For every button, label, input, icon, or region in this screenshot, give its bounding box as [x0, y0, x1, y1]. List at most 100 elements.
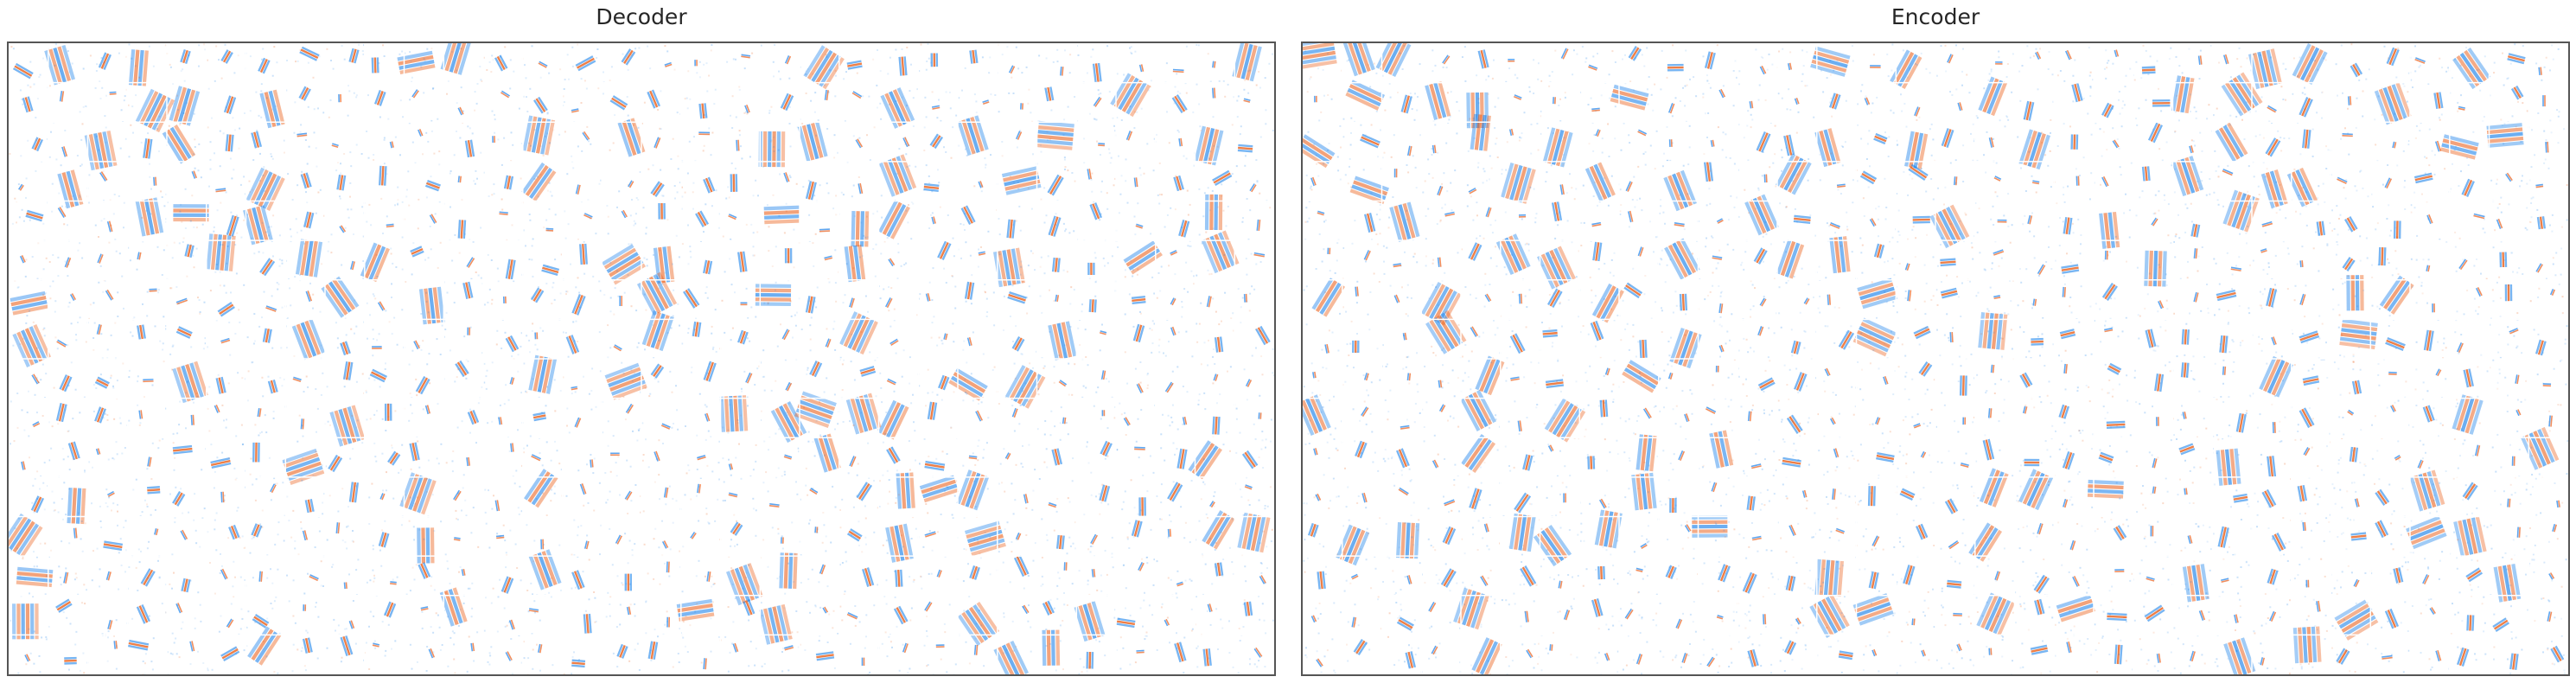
noise-speckle [1017, 188, 1020, 190]
noise-speckle [246, 399, 249, 402]
noise-speckle [676, 409, 679, 412]
noise-speckle [678, 256, 680, 259]
filter-tile [839, 517, 876, 553]
noise-speckle [1087, 548, 1090, 551]
noise-speckle [1071, 172, 1074, 174]
noise-speckle [173, 469, 175, 471]
filter-stripe [614, 344, 622, 350]
noise-speckle [290, 235, 292, 238]
noise-speckle [64, 409, 67, 412]
noise-speckle [628, 409, 630, 412]
filter-tile [128, 361, 165, 399]
noise-speckle [585, 87, 588, 90]
noise-speckle [794, 324, 797, 327]
noise-speckle [977, 459, 979, 462]
filter-stripe [70, 442, 78, 460]
noise-speckle [1099, 219, 1101, 221]
filter-tile [1083, 124, 1117, 163]
noise-speckle [171, 553, 174, 556]
noise-speckle [219, 571, 221, 574]
noise-speckle [746, 337, 749, 340]
noise-speckle [253, 144, 256, 147]
filter-stripe [59, 91, 63, 102]
filter-tile [453, 125, 482, 158]
noise-speckle [319, 310, 322, 313]
noise-speckle [1190, 480, 1193, 482]
noise-speckle [673, 68, 676, 71]
noise-speckle [449, 172, 451, 175]
noise-speckle [615, 462, 617, 464]
noise-speckle [590, 408, 593, 411]
filter-stripe [814, 52, 837, 85]
filter-tile [9, 137, 48, 163]
filter-stripe [29, 326, 48, 361]
noise-speckle [698, 559, 700, 562]
noise-speckle [986, 488, 989, 490]
filter-stripe [1048, 503, 1056, 508]
noise-speckle [903, 264, 906, 266]
noise-speckle [197, 297, 199, 299]
noise-speckle [462, 474, 465, 476]
filter-stripe [377, 302, 384, 311]
filter-stripe [166, 129, 188, 162]
noise-speckle [362, 260, 365, 262]
noise-speckle [1064, 166, 1067, 169]
noise-speckle [980, 246, 982, 248]
filter-tile [842, 393, 882, 435]
noise-speckle [655, 275, 658, 278]
noise-speckle [662, 443, 664, 444]
filter-tile [1079, 280, 1117, 321]
noise-speckle [1169, 424, 1171, 427]
noise-speckle [1198, 233, 1201, 236]
filter-stripe [705, 177, 713, 193]
noise-speckle [17, 183, 20, 186]
filter-stripe [662, 246, 671, 283]
noise-speckle [1187, 245, 1189, 247]
filter-stripe [255, 442, 258, 463]
noise-speckle [708, 127, 711, 130]
filter-stripe [500, 92, 509, 99]
filter-stripe [641, 280, 661, 314]
noise-speckle [1104, 265, 1106, 267]
noise-speckle [491, 110, 494, 112]
noise-speckle [833, 156, 836, 159]
noise-speckle [1242, 217, 1244, 220]
filter-stripe [545, 229, 554, 232]
filter-stripe [1188, 440, 1211, 472]
filter-tile [10, 46, 49, 80]
noise-speckle [774, 289, 776, 291]
filter-stripe [186, 579, 191, 593]
noise-speckle [927, 392, 929, 394]
noise-speckle [181, 220, 183, 223]
noise-speckle [1196, 274, 1198, 277]
noise-speckle [548, 182, 551, 184]
filter-tile [526, 322, 564, 354]
noise-speckle [235, 435, 238, 437]
filter-stripe [1098, 143, 1106, 145]
noise-speckle [285, 347, 288, 349]
noise-speckle [33, 511, 35, 514]
filter-stripe [889, 206, 910, 239]
filter-stripe [909, 472, 915, 508]
noise-speckle [951, 514, 953, 516]
filter-stripe [650, 181, 660, 195]
noise-speckle [897, 494, 900, 496]
noise-speckle [271, 295, 273, 297]
filter-stripe [825, 338, 830, 348]
noise-speckle [730, 114, 731, 117]
noise-speckle [35, 139, 37, 142]
noise-speckle [705, 286, 708, 289]
filter-tile [805, 484, 841, 514]
noise-speckle [341, 264, 343, 266]
noise-speckle [713, 583, 716, 584]
noise-speckle [1171, 421, 1174, 424]
noise-speckle [825, 535, 827, 538]
noise-speckle [1111, 552, 1113, 555]
noise-speckle [724, 331, 726, 334]
noise-speckle [180, 203, 182, 206]
noise-speckle [1198, 322, 1201, 325]
filter-stripe [824, 255, 832, 259]
noise-speckle [248, 180, 251, 182]
noise-speckle [175, 94, 178, 97]
filter-stripe [886, 297, 893, 309]
